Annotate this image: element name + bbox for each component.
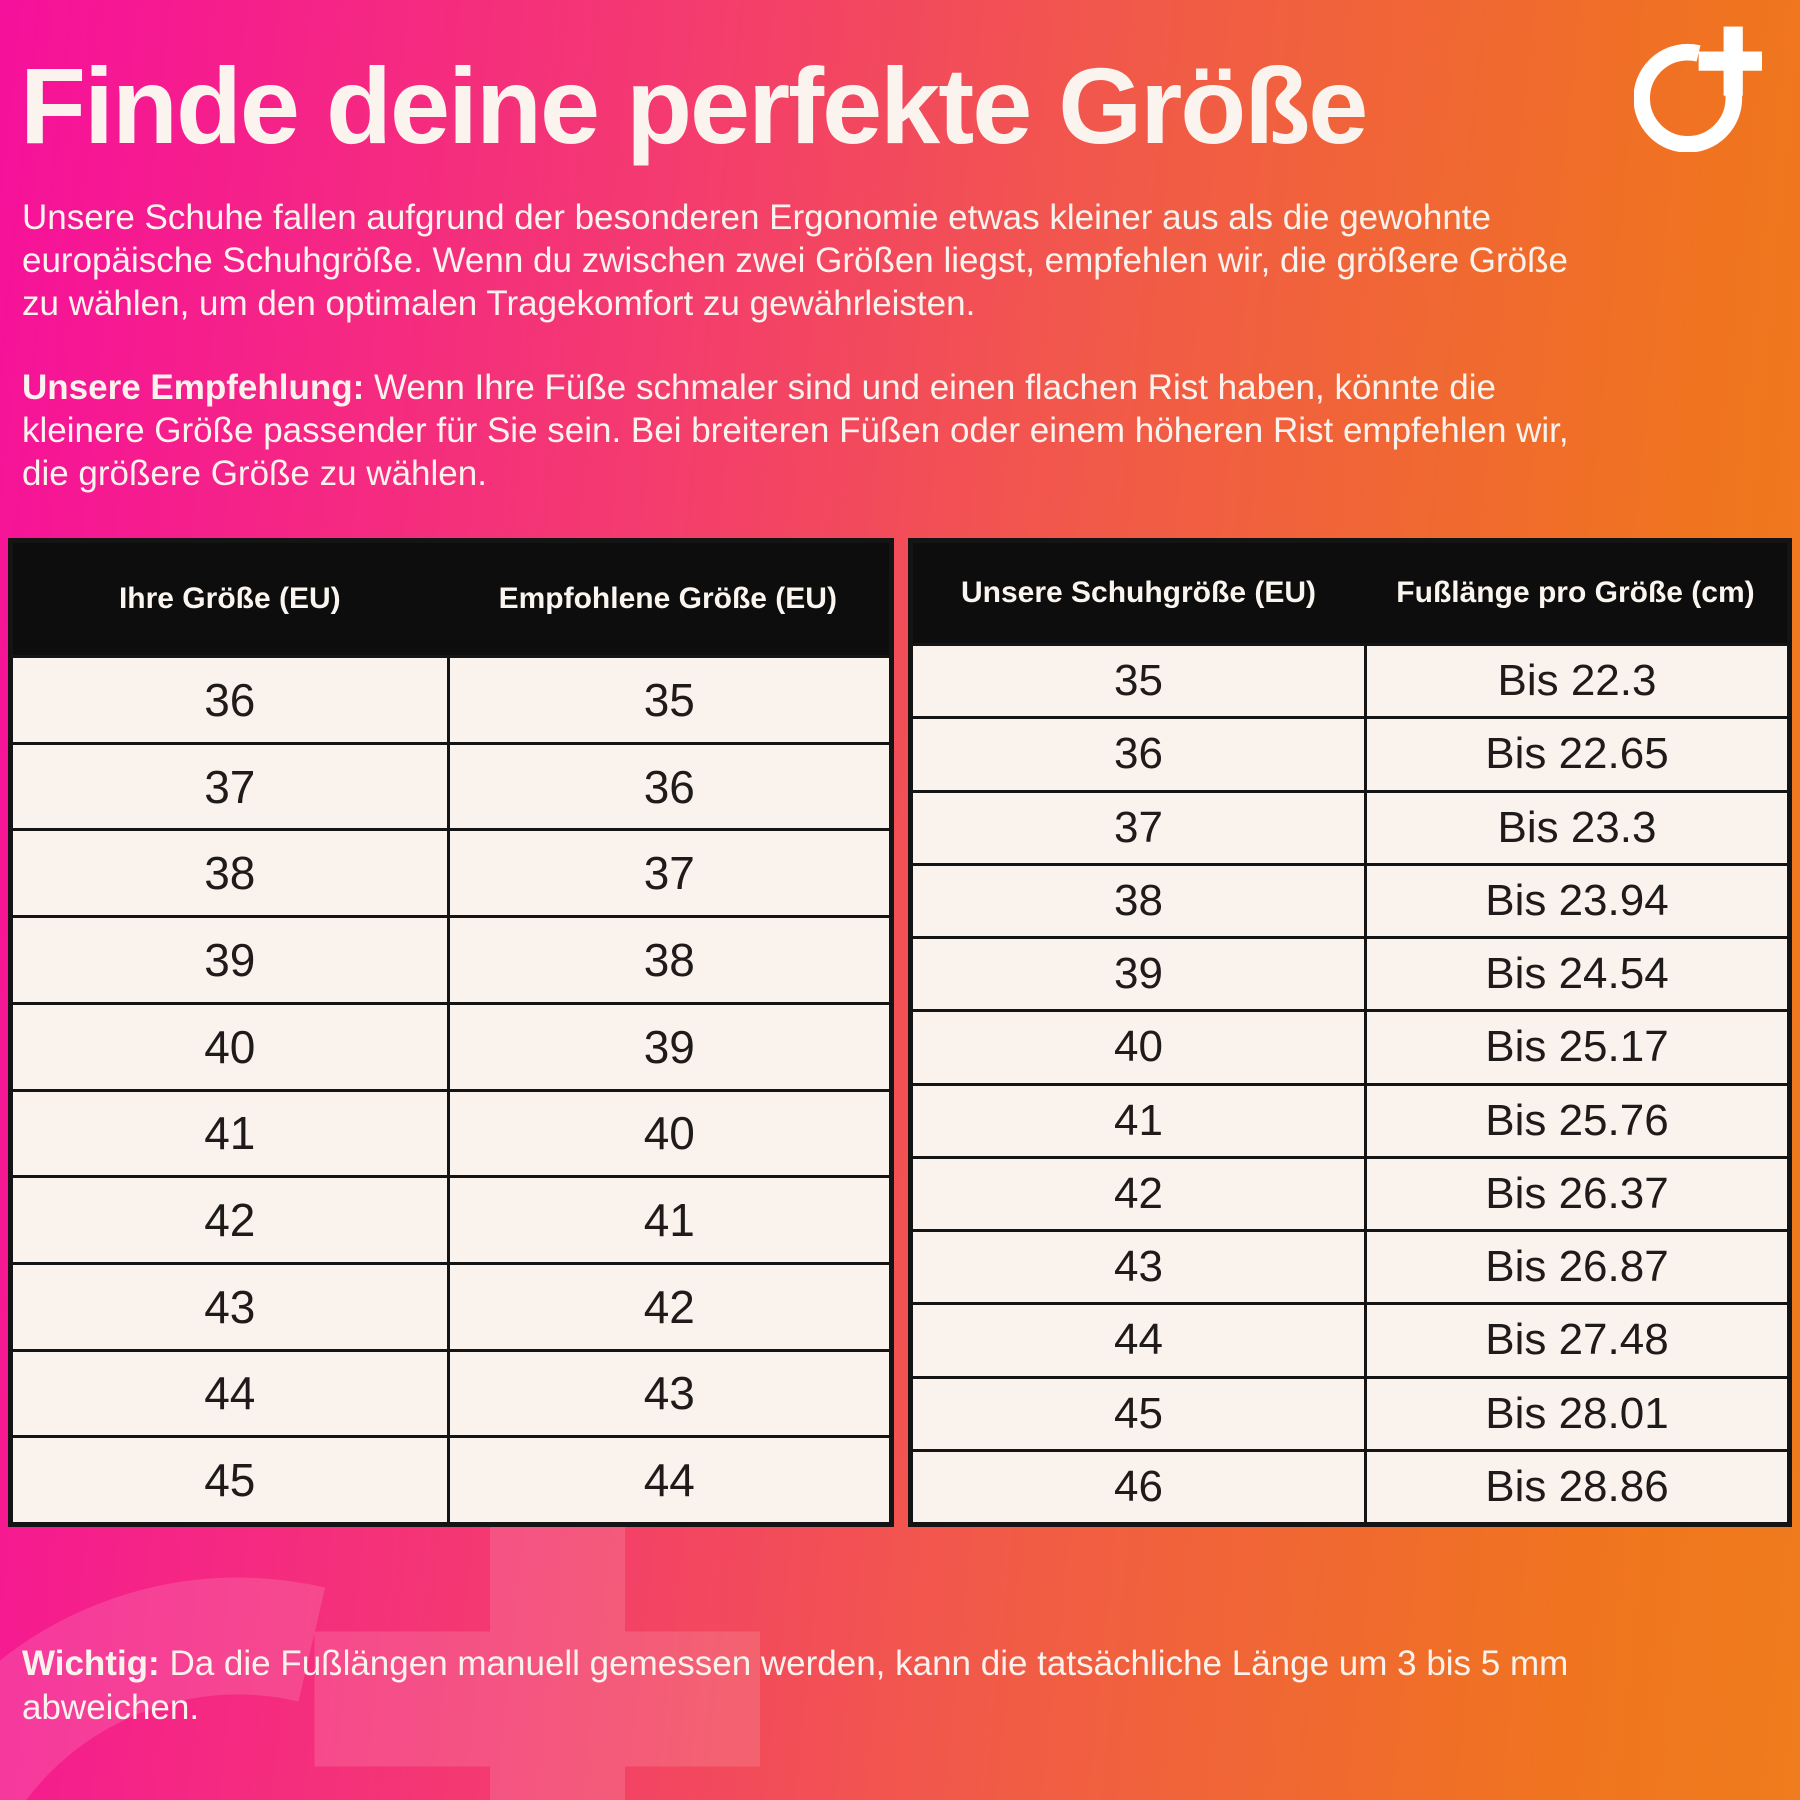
table-cell: 40 [204, 1020, 256, 1073]
column-header-ihre-groesse: Ihre Größe (EU) [118, 582, 341, 615]
table-cell: 38 [204, 847, 256, 900]
table-cell: 42 [1114, 1168, 1163, 1218]
table-cell: 36 [204, 673, 256, 726]
table-cell: Bis 26.87 [1363, 1232, 1787, 1303]
table-row: 41 Bis 25.76 [913, 1082, 1787, 1156]
table-cell: Bis 23.94 [1363, 865, 1787, 936]
recommendation-text: Wenn Ihre Füße schmaler sind und einen f… [22, 368, 1569, 494]
table-row: 45 Bis 28.01 [913, 1375, 1787, 1449]
table-cell: 40 [446, 1091, 889, 1176]
table-cell: 43 [1114, 1242, 1163, 1292]
table-cell: Bis 22.65 [1363, 719, 1787, 790]
footer-note-text: Da die Fußlängen manuell gemessen werden… [22, 1644, 1569, 1727]
table-row: 44 43 [13, 1348, 889, 1436]
column-header-empfohlene-groesse: Empfohlene Größe (EU) [498, 582, 837, 615]
table-cell: 45 [1114, 1388, 1163, 1438]
foot-length-table: Unsere Schuhgröße (EU) Fußlänge pro Größ… [908, 538, 1792, 1527]
table-cell: 35 [1114, 656, 1163, 706]
table-cell: 41 [1114, 1095, 1163, 1145]
table-row: 41 40 [13, 1088, 889, 1176]
footer-note-label: Wichtig: [22, 1644, 160, 1683]
table-cell: 43 [446, 1351, 889, 1436]
footer-note: Wichtig: Da die Fußlängen manuell gemess… [22, 1642, 1652, 1730]
table-cell: 37 [204, 760, 256, 813]
table-cell: 39 [446, 1004, 889, 1089]
table-row: 39 Bis 24.54 [913, 936, 1787, 1010]
table-cell: 37 [1114, 802, 1163, 852]
table-cell: 44 [446, 1438, 889, 1523]
table-row: 36 Bis 22.65 [913, 716, 1787, 790]
table-cell: 44 [204, 1367, 256, 1420]
circle-plus-logo-icon [1634, 26, 1762, 152]
page-title: Finde deine perfekte Größe [20, 45, 1368, 166]
table-cell: 41 [204, 1107, 256, 1160]
table-cell: 40 [1114, 1022, 1163, 1072]
table-cell: 42 [446, 1264, 889, 1349]
table-row: 37 36 [13, 741, 889, 829]
table-row: 42 41 [13, 1175, 889, 1262]
table-row: 40 39 [13, 1001, 889, 1089]
table-cell: Bis 26.37 [1363, 1158, 1787, 1229]
size-conversion-table-header: Ihre Größe (EU) Empfohlene Größe (EU) [13, 543, 889, 655]
table-row: 36 35 [13, 655, 889, 742]
foot-length-table-header: Unsere Schuhgröße (EU) Fußlänge pro Größ… [913, 543, 1787, 643]
column-header-unsere-schuhgroesse: Unsere Schuhgröße (EU) [960, 576, 1317, 609]
table-cell: 35 [446, 658, 889, 742]
table-cell: 43 [204, 1280, 256, 1333]
table-cell: 46 [1114, 1461, 1163, 1511]
intro-paragraph: Unsere Schuhe fallen aufgrund der besond… [22, 198, 1568, 324]
table-row: 42 Bis 26.37 [913, 1155, 1787, 1229]
table-row: 37 Bis 23.3 [913, 789, 1787, 863]
table-cell: 42 [204, 1194, 256, 1247]
table-row: 38 Bis 23.94 [913, 862, 1787, 936]
tables-section: Ihre Größe (EU) Empfohlene Größe (EU) 36… [8, 538, 1792, 1527]
table-row: 40 Bis 25.17 [913, 1009, 1787, 1083]
table-cell: 39 [1114, 949, 1163, 999]
table-cell: 38 [1114, 875, 1163, 925]
table-cell: Bis 25.17 [1363, 1012, 1787, 1083]
table-cell: 36 [1114, 729, 1163, 779]
table-cell: 36 [446, 744, 889, 829]
table-cell: 45 [204, 1454, 256, 1507]
table-cell: 44 [1114, 1315, 1163, 1365]
size-conversion-table-body: 36 35 37 36 38 37 39 38 40 39 41 40 42 41 43 42 44 43 45 44 [13, 655, 889, 1523]
column-header-fusslaenge: Fußlänge pro Größe (cm) [1396, 576, 1755, 609]
table-cell: 37 [446, 831, 889, 916]
recommendation-label: Unsere Empfehlung: [22, 368, 365, 407]
table-row: 44 Bis 27.48 [913, 1302, 1787, 1376]
foot-length-table-body: 35 Bis 22.3 36 Bis 22.65 37 Bis 23.3 38 Bis 23.… [913, 643, 1787, 1522]
table-cell: Bis 22.3 [1363, 646, 1787, 717]
table-row: 39 38 [13, 915, 889, 1002]
table-cell: Bis 28.86 [1363, 1451, 1787, 1522]
table-cell: 38 [446, 918, 889, 1002]
table-row: 43 Bis 26.87 [913, 1229, 1787, 1303]
table-cell: 39 [204, 933, 256, 986]
table-row: 43 42 [13, 1261, 889, 1349]
table-cell: Bis 28.01 [1363, 1378, 1787, 1449]
table-row: 35 Bis 22.3 [913, 643, 1787, 717]
recommendation-paragraph: Unsere Empfehlung: Wenn Ihre Füße schmal… [22, 366, 1587, 495]
table-row: 46 Bis 28.86 [913, 1448, 1787, 1522]
table-row: 38 37 [13, 828, 889, 916]
table-cell: Bis 25.76 [1363, 1085, 1787, 1156]
size-conversion-table: Ihre Größe (EU) Empfohlene Größe (EU) 36… [8, 538, 894, 1527]
table-row: 45 44 [13, 1435, 889, 1523]
table-cell: Bis 27.48 [1363, 1305, 1787, 1376]
table-cell: 41 [446, 1178, 889, 1262]
table-cell: Bis 23.3 [1363, 792, 1787, 863]
table-cell: Bis 24.54 [1363, 939, 1787, 1010]
